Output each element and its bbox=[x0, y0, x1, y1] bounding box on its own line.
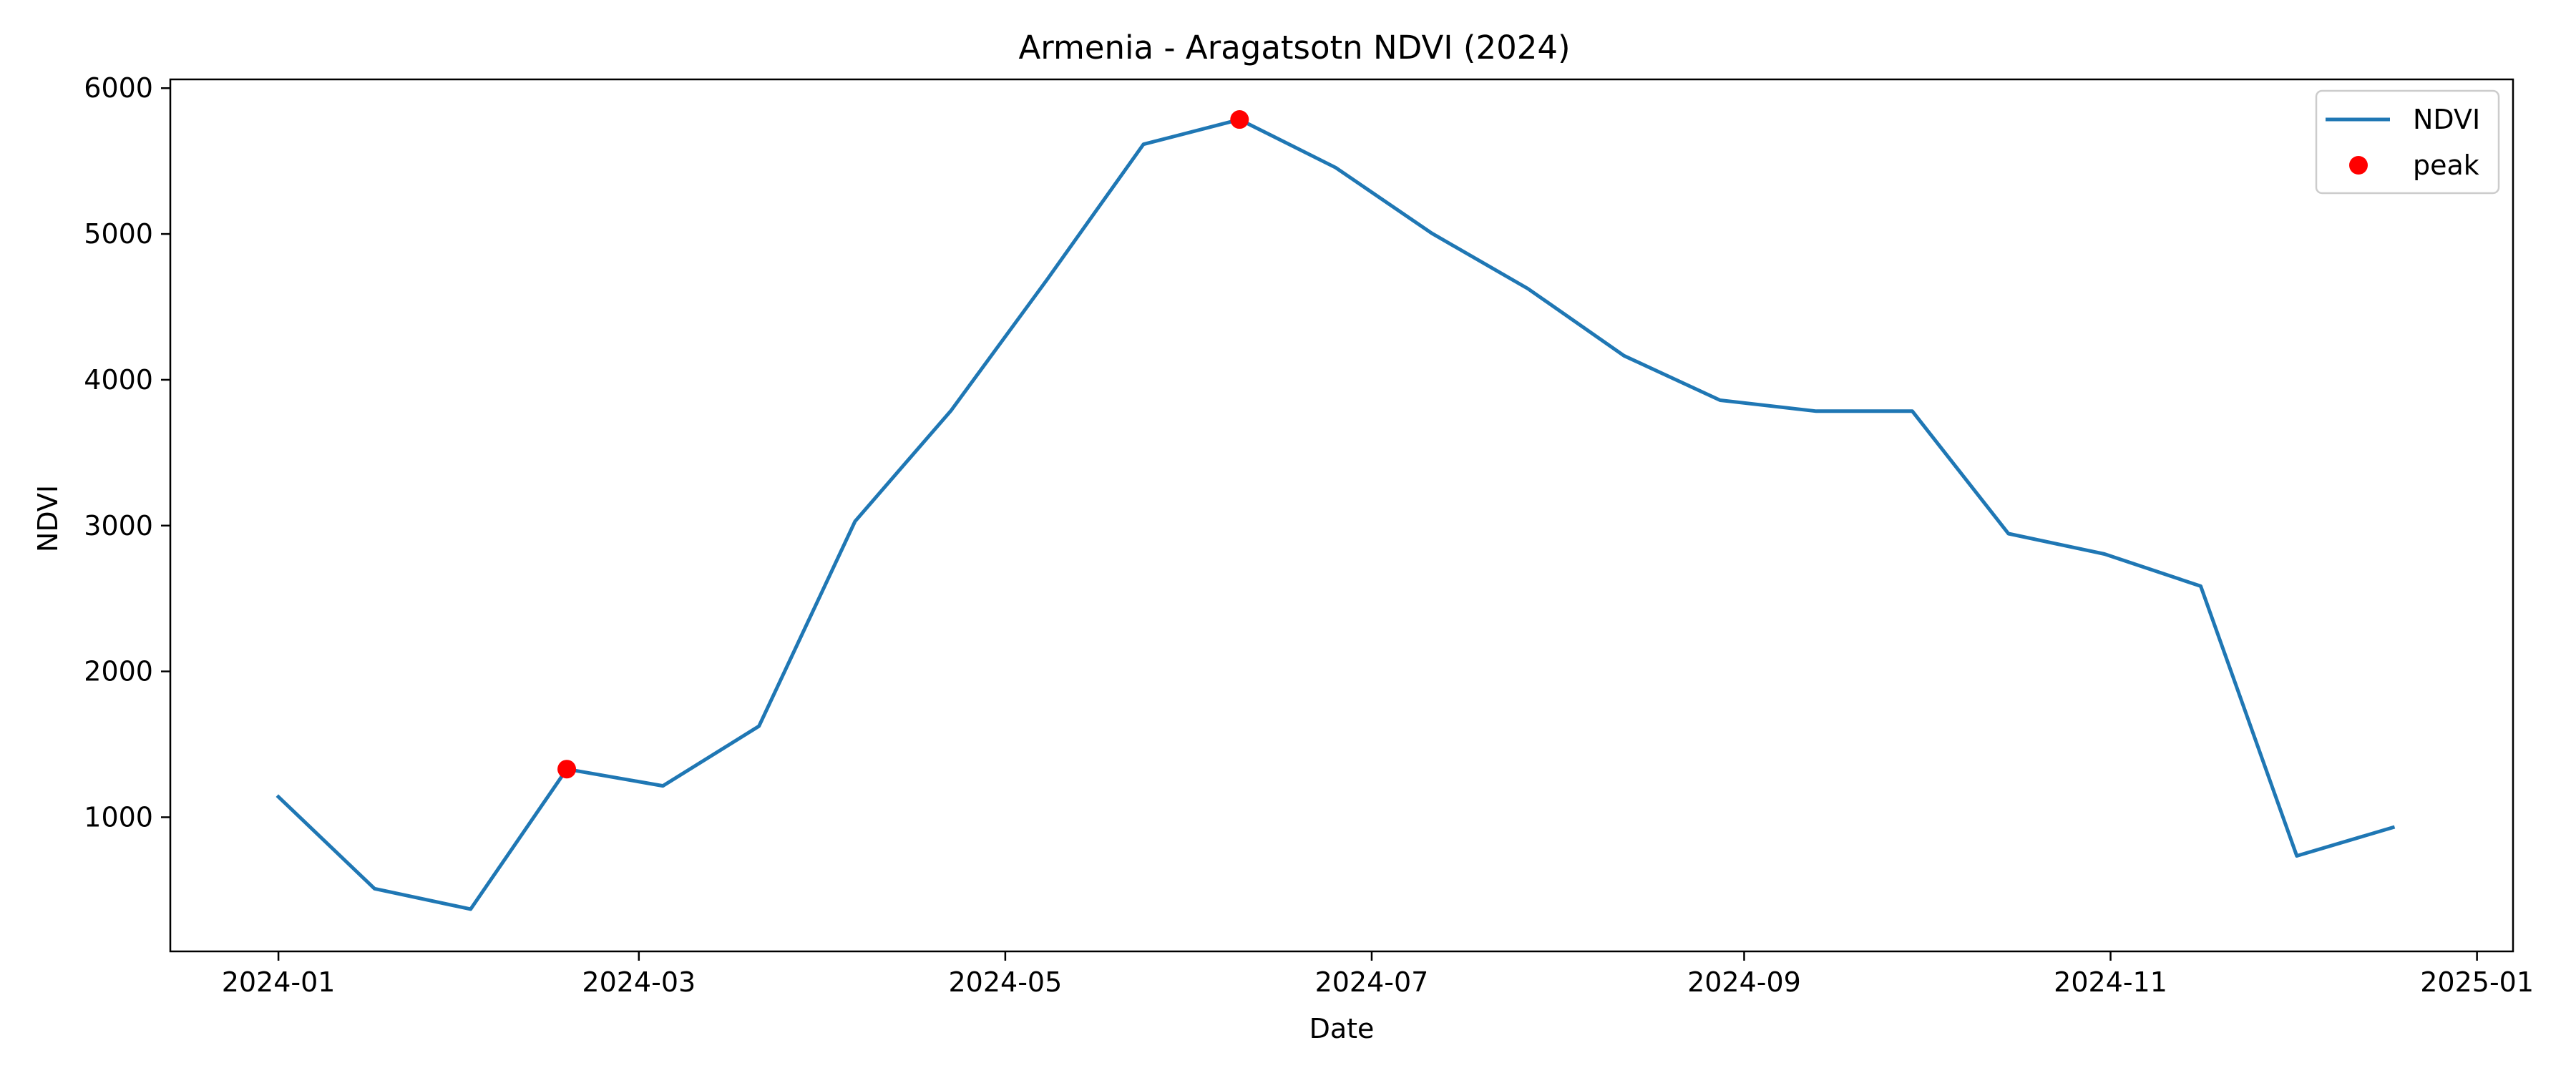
x-tick-label: 2024-05 bbox=[948, 966, 1062, 998]
ndvi-series-line bbox=[275, 117, 2396, 911]
plot-frame bbox=[169, 78, 2514, 953]
x-tick-label: 2024-11 bbox=[2054, 966, 2167, 998]
plot-area bbox=[275, 110, 2396, 911]
y-tick-label: 5000 bbox=[84, 218, 153, 250]
chart-title: Armenia - Aragatsotn NDVI (2024) bbox=[1018, 29, 1570, 67]
y-tick-label: 4000 bbox=[84, 364, 153, 396]
x-tick-label: 2024-03 bbox=[582, 966, 696, 998]
x-tick-label: 2024-07 bbox=[1315, 966, 1429, 998]
y-tick-label: 3000 bbox=[84, 510, 153, 542]
x-tick-label: 2025-01 bbox=[2420, 966, 2534, 998]
peak-marker bbox=[1230, 110, 1249, 129]
x-axis-label: Date bbox=[1309, 1013, 1375, 1044]
legend-peak-label: peak bbox=[2413, 150, 2479, 181]
legend: NDVI peak bbox=[2315, 89, 2500, 195]
y-tick-label: 1000 bbox=[84, 801, 153, 833]
y-axis-label: NDVI bbox=[32, 485, 64, 552]
x-tick-label: 2024-01 bbox=[222, 966, 336, 998]
legend-peak-swatch bbox=[2349, 156, 2368, 175]
x-tick-label: 2024-09 bbox=[1687, 966, 1801, 998]
axes: 2024-01 2024-03 2024-05 2024-07 2024-09 2024-… bbox=[84, 72, 2534, 998]
peak-marker bbox=[557, 760, 577, 779]
legend-ndvi-label: NDVI bbox=[2413, 104, 2480, 135]
y-tick-label: 6000 bbox=[84, 72, 153, 104]
y-tick-label: 2000 bbox=[84, 656, 153, 687]
